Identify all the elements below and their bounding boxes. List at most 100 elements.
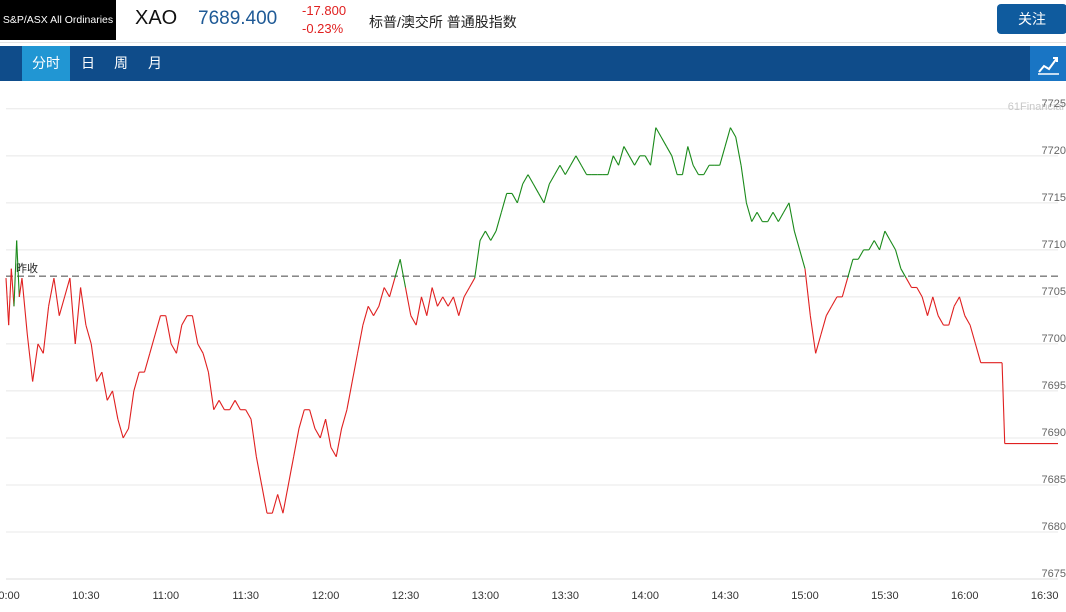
price-segment (404, 287, 412, 316)
price-segment (85, 324, 92, 345)
price-segment (554, 164, 561, 175)
price-segment (378, 287, 385, 307)
price-segment (373, 306, 380, 316)
price-segment (788, 202, 795, 232)
x-tick-label: 15:00 (791, 590, 819, 602)
price-segment (895, 249, 902, 269)
price-segment (287, 456, 295, 486)
tab-weekly[interactable]: 周 (114, 55, 128, 71)
price-segment (538, 193, 545, 204)
price-segment (175, 324, 183, 354)
price-segment (777, 211, 785, 222)
price-segment (964, 315, 971, 326)
price-change-percent: -0.23% (302, 21, 344, 36)
x-tick-label: 15:30 (871, 590, 899, 602)
price-segment (309, 409, 316, 429)
price-segment (1001, 362, 1006, 444)
intraday-chart: 61Financial 7725 7720 7715 7710 7705 7700 7695… (0, 81, 1066, 607)
price-segment (660, 136, 667, 147)
price-segment (133, 371, 140, 392)
price-segment (873, 240, 881, 251)
price-segment (719, 146, 726, 166)
x-axis-ticks: 10:00 10:30 11:00 11:30 12:00 12:30 13:00 13:30… (0, 590, 1058, 602)
price-segment (500, 193, 508, 213)
price-segment (564, 164, 572, 175)
y-tick-label: 7705 (1042, 286, 1066, 298)
price-segment (452, 296, 460, 316)
price-segment (21, 278, 28, 335)
price-segment (969, 324, 976, 345)
tab-intraday[interactable]: 分时 (22, 46, 70, 81)
x-tick-label: 12:30 (392, 590, 420, 602)
price-segment (10, 268, 15, 307)
y-tick-label: 7710 (1042, 239, 1066, 251)
price-segment (820, 315, 827, 335)
price-segment (831, 296, 838, 307)
price-segment (634, 155, 641, 166)
price-segment (745, 202, 753, 222)
price-segment (575, 155, 582, 166)
price-segment (218, 400, 225, 411)
price-segment (351, 353, 359, 382)
price-segment (548, 174, 556, 185)
price-segment (346, 381, 353, 410)
price-segment (213, 400, 220, 411)
price-segment (426, 287, 433, 316)
y-tick-label: 7720 (1042, 145, 1066, 157)
price-segment (330, 447, 337, 458)
price-segment (335, 428, 343, 457)
price-segment (724, 127, 731, 147)
price-segment (490, 230, 497, 241)
price-segment (399, 259, 407, 288)
x-tick-label: 11:30 (232, 590, 259, 602)
price-segment (879, 230, 886, 251)
price-segment (117, 418, 124, 439)
tab-monthly[interactable]: 月 (148, 55, 162, 71)
price-segment (463, 287, 470, 298)
price-segment (799, 249, 806, 269)
price-segment (841, 277, 849, 298)
price-segment (570, 155, 577, 166)
quote-header: S&P/ASX All Ordinaries XAO 7689.400 -17.… (0, 0, 1066, 43)
y-tick-label: 7715 (1042, 192, 1066, 204)
price-segment (165, 315, 172, 345)
x-tick-label: 14:00 (631, 590, 659, 602)
price-segment (468, 277, 476, 288)
price-segment (884, 230, 891, 241)
price-segment (958, 296, 966, 316)
price-segment (751, 211, 758, 222)
x-tick-label: 10:30 (72, 590, 100, 602)
price-segment (532, 183, 540, 194)
tab-daily[interactable]: 日 (81, 55, 95, 71)
price-segment (527, 174, 534, 185)
price-segment (921, 296, 929, 316)
price-segment (122, 428, 129, 439)
price-segment (479, 230, 486, 241)
x-tick-label: 13:00 (472, 590, 500, 602)
y-tick-label: 7680 (1042, 521, 1066, 533)
price-segment (783, 202, 790, 213)
price-segment (937, 315, 944, 326)
price-segment (511, 193, 518, 204)
price-segment (740, 165, 747, 203)
price-segment (522, 174, 529, 185)
prev-close-label: 昨收 (16, 261, 38, 275)
follow-button[interactable]: 关注 (997, 4, 1066, 34)
price-segment (362, 306, 369, 326)
chart-type-button[interactable] (1030, 46, 1066, 81)
price-segment (388, 277, 396, 298)
price-segment (666, 146, 673, 157)
index-price: 7689.400 (198, 8, 278, 29)
x-tick-label: 14:30 (711, 590, 739, 602)
price-series (5, 127, 1058, 514)
price-segment (37, 343, 44, 354)
y-tick-label: 7725 (1042, 98, 1066, 110)
price-segment (8, 268, 12, 326)
price-segment (58, 296, 66, 316)
price-segment (64, 277, 71, 298)
price-segment (953, 296, 960, 307)
price-segment (13, 240, 18, 307)
price-segment (926, 296, 934, 316)
price-segment (32, 343, 39, 382)
price-segment (495, 212, 502, 232)
